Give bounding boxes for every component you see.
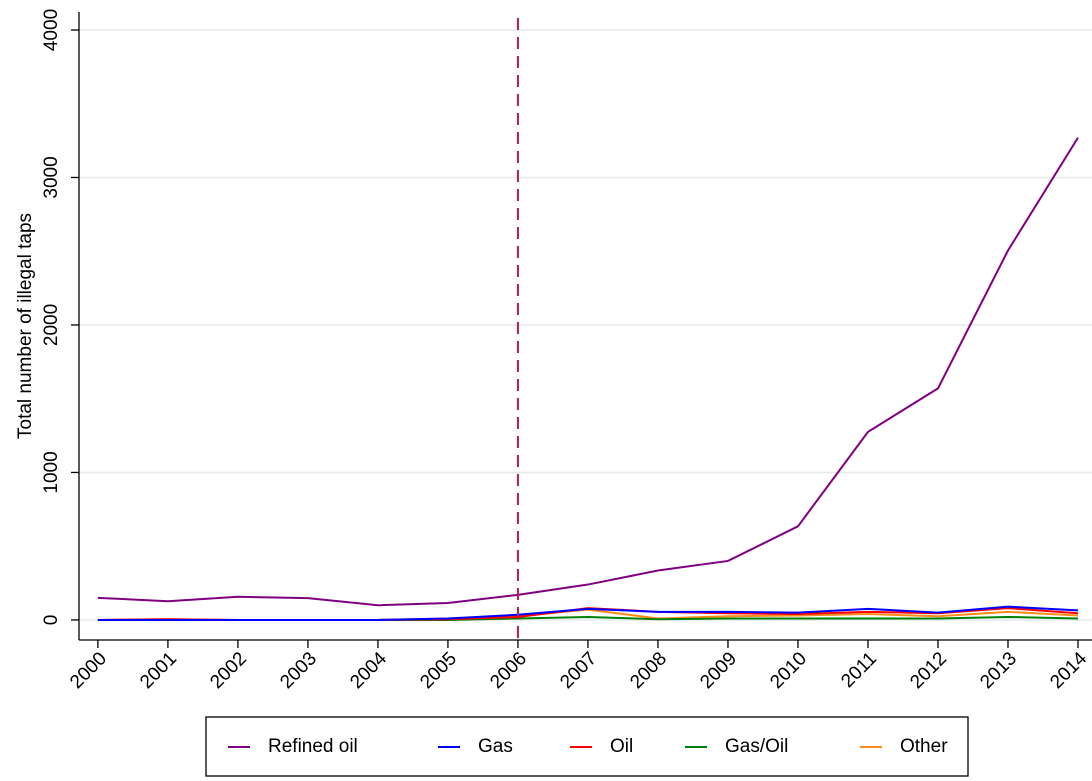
legend-label: Oil xyxy=(610,736,633,757)
x-tick-label: 2011 xyxy=(837,648,881,692)
legend-label: Refined oil xyxy=(268,736,358,757)
legend: Refined oil Gas Oil Gas/Oil Other xyxy=(205,716,969,777)
x-tick-label: 2001 xyxy=(136,648,181,693)
legend-label: Gas/Oil xyxy=(725,736,788,757)
x-tick-label: 2006 xyxy=(486,648,531,693)
y-tick-label: 3000 xyxy=(41,156,62,198)
y-tick-label: 0 xyxy=(41,615,62,626)
x-tick-label: 2002 xyxy=(206,648,251,693)
x-tick-label: 2005 xyxy=(416,648,461,693)
y-axis-title: Total number of illegal taps xyxy=(15,213,36,439)
x-tick-label: 2004 xyxy=(346,648,391,693)
y-tick-label: 1000 xyxy=(41,451,62,493)
legend-label: Other xyxy=(900,736,948,757)
y-tick-label: 2000 xyxy=(41,304,62,346)
y-tick-label: 4000 xyxy=(41,9,62,51)
series-line xyxy=(97,137,1079,607)
legend-label: Gas xyxy=(478,736,513,757)
x-tick-label: 2012 xyxy=(906,648,951,693)
series-line xyxy=(97,605,1079,621)
x-tick-label: 2009 xyxy=(696,648,741,693)
x-tick-label: 2008 xyxy=(626,648,671,693)
x-tick-label: 2007 xyxy=(556,648,601,693)
x-tick-label: 2014 xyxy=(1046,648,1091,693)
x-tick-label: 2000 xyxy=(66,648,111,693)
x-tick-label: 2013 xyxy=(976,648,1021,693)
x-tick-label: 2003 xyxy=(276,648,321,693)
x-tick-label: 2010 xyxy=(766,648,811,693)
